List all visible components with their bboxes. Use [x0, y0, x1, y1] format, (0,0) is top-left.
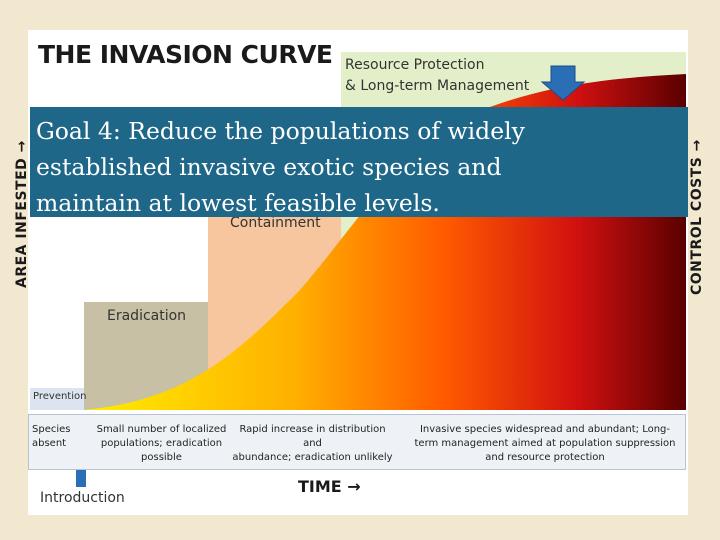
stage-prevention	[30, 388, 84, 410]
desc-widespread: Invasive species widespread and abundant…	[410, 423, 680, 465]
x-axis-time: TIME →	[298, 477, 361, 496]
stage-descriptions	[28, 414, 686, 470]
goal-banner: Goal 4: Reduce the populations of widely…	[30, 107, 688, 217]
desc-line: term management aimed at population supp…	[414, 438, 676, 449]
resource-label-line1: Resource Protection	[345, 57, 485, 73]
diagram-title: THE INVASION CURVE	[38, 40, 333, 69]
goal-line-1: Goal 4: Reduce the populations of widely	[36, 117, 525, 145]
containment-label: Containment	[230, 215, 321, 231]
desc-localized-populations: Small number of localized populations; e…	[94, 423, 229, 465]
eradication-label: Eradication	[107, 308, 187, 324]
goal-line-3: maintain at lowest feasible levels.	[36, 189, 440, 217]
desc-line: abundance; eradication unlikely	[232, 452, 393, 463]
desc-rapid-increase: Rapid increase in distribution and abund…	[230, 423, 395, 465]
desc-line: Invasive species widespread and abundant…	[419, 424, 671, 435]
goal-text: Goal 4: Reduce the populations of widely…	[36, 113, 596, 221]
desc-line: possible	[141, 452, 182, 463]
desc-line: and resource protection	[485, 452, 605, 463]
y-axis-control-costs: CONTROL COSTS →	[689, 139, 705, 295]
resource-label: Resource Protection & Long-term Manageme…	[345, 55, 529, 97]
y-axis-area-infested: AREA INFESTED →	[14, 140, 30, 288]
resource-down-arrow	[540, 65, 586, 101]
desc-line: Small number of localized	[96, 424, 227, 435]
prevention-label: Prevention	[33, 391, 87, 402]
resource-label-line2: & Long-term Management	[345, 78, 530, 94]
desc-species-absent: Species absent	[32, 423, 76, 451]
desc-line: Species	[32, 424, 71, 435]
desc-line: absent	[32, 438, 67, 449]
desc-line: Rapid increase in distribution and	[239, 424, 386, 449]
goal-line-2: established invasive exotic species and	[36, 153, 502, 181]
introduction-label: Introduction	[40, 490, 125, 506]
desc-line: populations; eradication	[100, 438, 223, 449]
